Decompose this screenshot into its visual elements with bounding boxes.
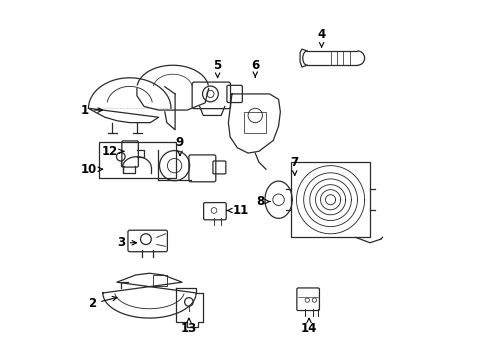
Bar xyxy=(153,275,167,286)
Text: 4: 4 xyxy=(317,28,325,47)
Text: 14: 14 xyxy=(300,318,317,335)
Text: 8: 8 xyxy=(256,195,270,208)
Text: 3: 3 xyxy=(117,236,136,249)
Text: 1: 1 xyxy=(81,104,102,117)
Bar xyxy=(99,142,176,178)
Text: 11: 11 xyxy=(227,204,248,217)
Text: 6: 6 xyxy=(251,59,259,77)
Bar xyxy=(290,162,369,237)
Text: 7: 7 xyxy=(290,156,298,175)
Bar xyxy=(244,112,265,134)
Text: 2: 2 xyxy=(88,296,117,310)
Text: 9: 9 xyxy=(176,136,183,156)
Text: 12: 12 xyxy=(102,145,123,158)
Text: 10: 10 xyxy=(80,163,102,176)
Text: 5: 5 xyxy=(213,59,221,78)
Text: 13: 13 xyxy=(181,318,197,335)
